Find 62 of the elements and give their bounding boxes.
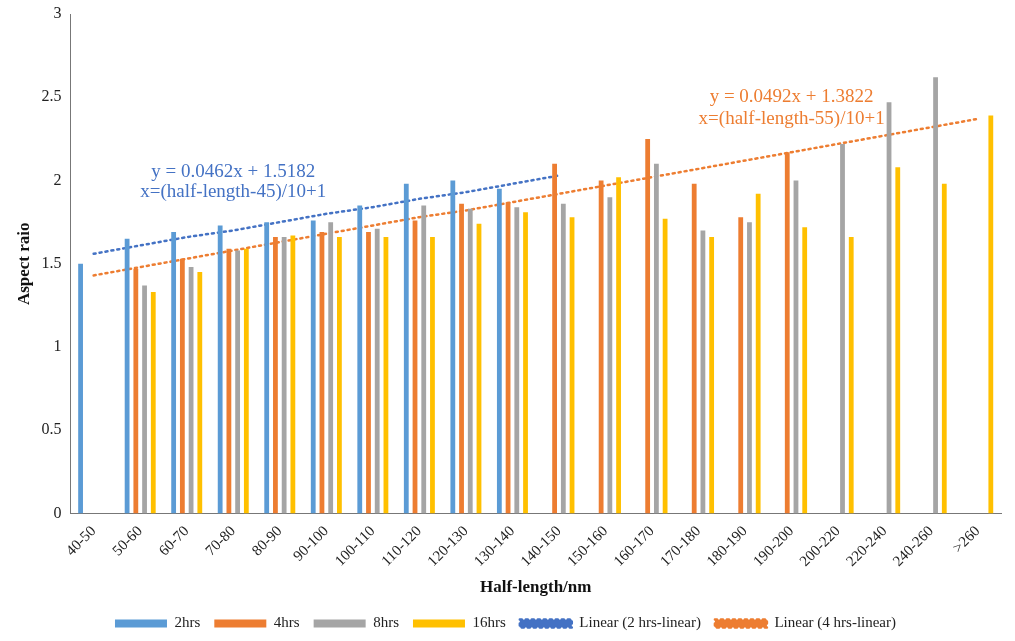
x-axis-title: Half-length/nm	[479, 577, 592, 597]
bar	[171, 232, 177, 514]
bar	[374, 228, 380, 514]
bar	[840, 143, 845, 514]
bar	[357, 205, 363, 514]
bar	[616, 177, 621, 514]
bar	[607, 197, 613, 514]
bar	[264, 222, 270, 514]
bar	[450, 180, 456, 514]
bar	[430, 237, 435, 514]
y-tick-label: 3	[53, 4, 62, 22]
bar	[197, 272, 203, 514]
y-tick-label: 1	[53, 337, 62, 355]
bar	[802, 227, 808, 514]
legend-label: Linear (2 hrs-linear)	[579, 614, 701, 632]
bar	[988, 115, 994, 514]
bar	[403, 183, 409, 514]
legend-label: 8hrs	[373, 614, 400, 631]
annotation: x=(half-length-45)/10+1	[140, 180, 327, 203]
bar	[124, 238, 130, 514]
bar	[366, 232, 371, 514]
bar	[421, 205, 427, 514]
bar	[78, 263, 83, 514]
y-tick-label: 0	[53, 503, 62, 521]
bar	[150, 292, 156, 514]
legend-label: 4hrs	[273, 614, 300, 631]
bar	[709, 237, 715, 514]
bar	[290, 235, 296, 514]
bar	[243, 248, 249, 514]
bar	[755, 193, 761, 514]
bar	[337, 237, 342, 514]
bar	[523, 212, 528, 514]
bar	[281, 237, 287, 514]
annotation: x=(half-length-55)/10+1	[698, 106, 885, 129]
bar	[328, 222, 334, 514]
bar	[310, 220, 316, 514]
bar	[941, 183, 947, 514]
annotation: y = 0.0492x + 1.3822	[709, 85, 874, 107]
legend-label: 16hrs	[472, 614, 506, 631]
y-tick-label: 2	[53, 170, 62, 188]
bar	[738, 217, 744, 514]
y-axis-title: Aspect raio	[13, 222, 33, 306]
bar	[560, 203, 566, 514]
bar	[653, 163, 659, 514]
bar	[662, 218, 668, 514]
bar	[895, 167, 901, 514]
bar	[217, 225, 223, 514]
bar	[235, 250, 241, 514]
bar	[467, 208, 473, 514]
legend-label: 2hrs	[174, 614, 201, 631]
bar	[691, 183, 697, 514]
bar	[848, 237, 854, 514]
bar	[142, 285, 147, 514]
bar	[496, 188, 502, 514]
bar	[514, 207, 520, 514]
y-tick-label: 0.5	[41, 420, 62, 438]
annotation: y = 0.0462x + 1.5182	[151, 160, 316, 182]
y-tick-label: 2.5	[41, 87, 62, 105]
bar	[747, 222, 752, 514]
bar	[933, 77, 938, 514]
y-tick-label: 1.5	[41, 253, 62, 271]
legend-label: Linear (4 hrs-linear)	[774, 614, 897, 632]
